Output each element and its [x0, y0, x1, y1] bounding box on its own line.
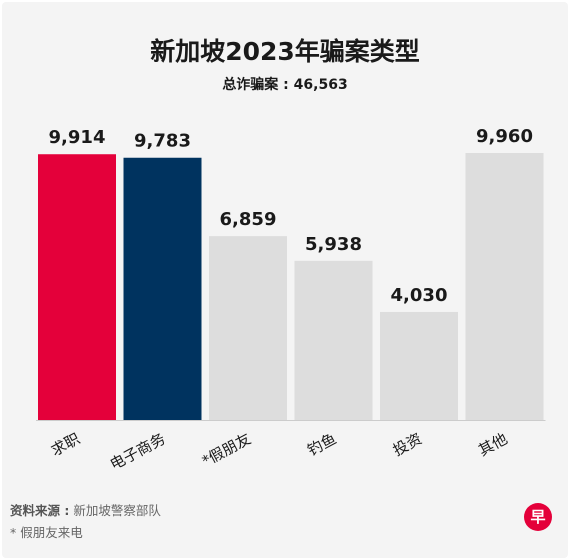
- data-label-0: 9,914: [49, 127, 106, 148]
- category-label-2: *假朋友: [199, 430, 254, 471]
- category-label-1: 电子商务: [107, 430, 168, 474]
- source-text: 新加坡警察部队: [69, 503, 161, 518]
- bar-2: [209, 236, 287, 420]
- data-label-5: 9,960: [476, 126, 533, 147]
- source-label: 资料来源 :: [10, 503, 70, 518]
- category-label-4: 投资: [390, 430, 425, 460]
- footnote: * 假朋友来电: [10, 525, 83, 540]
- chart-title: 新加坡2023年骗案类型: [150, 37, 420, 66]
- bar-4: [380, 311, 458, 420]
- data-label-3: 5,938: [305, 234, 362, 255]
- bar-0: [38, 154, 116, 420]
- category-label-0: 求职: [48, 430, 83, 460]
- bar-3: [294, 260, 373, 420]
- source-line: 资料来源 : 新加坡警察部队: [10, 500, 161, 519]
- category-label-3: 钓鱼: [304, 430, 339, 460]
- data-label-1: 9,783: [134, 131, 191, 152]
- zaobao-logo-icon: 早: [524, 503, 552, 531]
- data-label-2: 6,859: [220, 209, 277, 230]
- bar-1: [123, 157, 202, 420]
- bar-chart: 9,914 求职 9,783 电子商务 6,859 *假朋友 5,938 钓鱼 4,030 投资 9…: [36, 126, 546, 474]
- bar-5: [465, 153, 544, 420]
- category-label-5: 其他: [475, 430, 510, 460]
- data-label-4: 4,030: [391, 285, 448, 306]
- chart-subtitle: 总诈骗案 : 46,563: [222, 77, 348, 93]
